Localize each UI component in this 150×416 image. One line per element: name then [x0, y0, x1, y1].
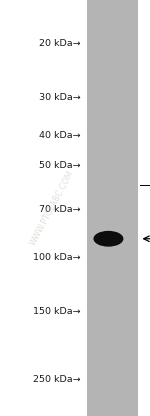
Text: 50 kDa→: 50 kDa→: [39, 161, 81, 170]
Text: 20 kDa→: 20 kDa→: [39, 39, 81, 47]
Text: 150 kDa→: 150 kDa→: [33, 307, 81, 316]
Text: 250 kDa→: 250 kDa→: [33, 375, 81, 384]
Text: 100 kDa→: 100 kDa→: [33, 253, 81, 262]
Text: 30 kDa→: 30 kDa→: [39, 92, 81, 102]
Bar: [87, 0, 138, 416]
Ellipse shape: [93, 231, 123, 247]
Text: 70 kDa→: 70 kDa→: [39, 206, 81, 214]
Text: 40 kDa→: 40 kDa→: [39, 131, 81, 140]
Text: WWW.PTGLABC.COM: WWW.PTGLABC.COM: [29, 169, 76, 247]
